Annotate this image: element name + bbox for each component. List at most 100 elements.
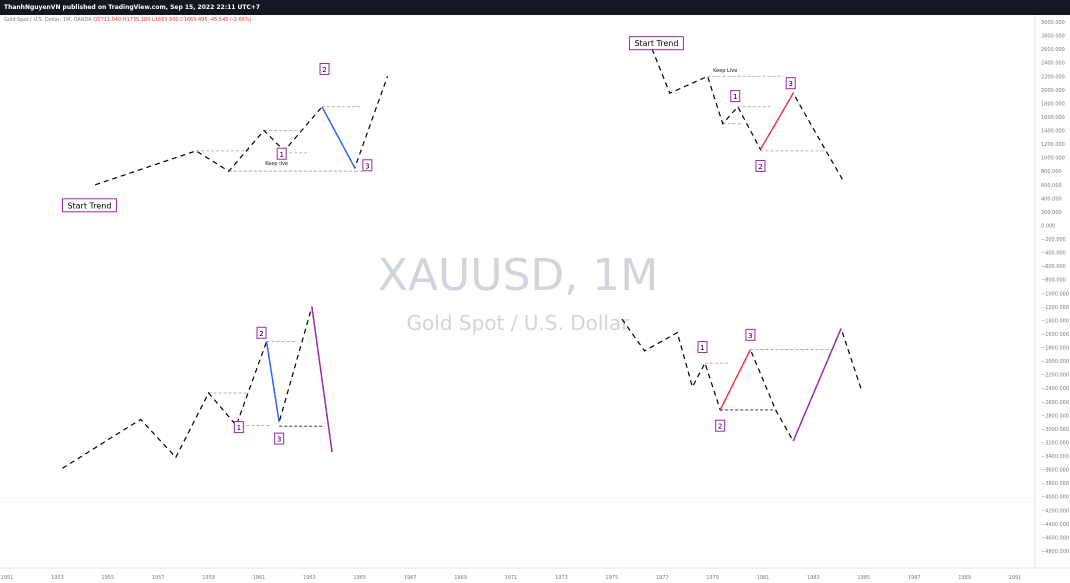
price-tick-label: −400.000 [1041,251,1066,257]
time-tick-label: 1985 [857,575,870,581]
price-tick-label: 1200.000 [1041,142,1065,148]
trend-path [95,76,389,186]
uptrend-bottom-left: 1 2 3 [62,306,333,469]
wave-label-number: 2 [718,423,722,431]
wave-label-box [697,341,708,354]
price-tick-label: 2000.000 [1041,88,1065,94]
price-tick-label: −2200.000 [1041,373,1069,379]
wave-label-number: 2 [758,163,762,171]
wave-label-number: 1 [733,93,737,101]
price-tick-label: 1000.000 [1041,156,1065,162]
price-tick-label: 3000.000 [1041,20,1065,26]
watermark: XAUUSD, 1M Gold Spot / U.S. Dollar [378,250,658,335]
published-line: ThanhNguyenVN published on TradingView.c… [4,4,261,11]
price-tick-label: −1600.000 [1041,332,1069,338]
price-tick-label: 2600.000 [1041,47,1065,53]
price-tick-label: −2800.000 [1041,413,1069,419]
price-tick-label: −2400.000 [1041,386,1069,392]
time-tick-label: 1989 [958,575,971,581]
highlight-leg [265,341,280,423]
symbol-line: Gold Spot / U.S. Dollar, 1M, OANDA [4,17,92,23]
price-tick-label: 1800.000 [1041,101,1065,107]
wave-label-number: 1 [279,151,283,159]
price-chart[interactable]: 3000.0002800.0002600.0002400.0002200.000… [0,15,1070,583]
highlight-leg [321,106,356,169]
price-tick-label: −1000.000 [1041,291,1069,297]
price-tick-label: −1800.000 [1041,346,1069,352]
price-tick-label: 2200.000 [1041,74,1065,80]
price-tick-label: −3400.000 [1041,454,1069,460]
wave-label-box [715,419,726,432]
downtrend-bottom-right: 1 2 3 [621,318,862,443]
time-tick-label: 1979 [706,575,719,581]
price-tick-label: −3200.000 [1041,440,1069,446]
price-tick-label: −1400.000 [1041,318,1069,324]
axes: 3000.0002800.0002600.0002400.0002200.000… [0,15,1070,581]
price-tick-label: −4800.000 [1041,549,1069,555]
price-tick-label: −3600.000 [1041,468,1069,474]
keep-live-label: Keep Live [713,68,737,74]
trend-path [651,48,845,182]
wave-label-number: 3 [277,436,281,444]
price-tick-label: −800.000 [1041,278,1066,284]
wave-label-box [755,159,766,172]
price-tick-label: −200.000 [1041,237,1066,243]
wave-label-number: 3 [788,80,792,88]
price-tick-label: −600.000 [1041,264,1066,270]
wave-label-number: 3 [748,332,752,340]
start-trend-label: Start Trend [67,201,111,210]
wave-label-number: 1 [237,424,241,432]
price-tick-label: 2800.000 [1041,34,1065,40]
highlight-leg [311,306,333,453]
time-tick-label: 1987 [908,575,921,581]
start-trend-label: Start Trend [634,39,678,48]
trend-path [62,306,333,469]
start-trend-box [628,36,684,51]
wave-label-box [256,326,267,339]
wave-label-box [319,62,330,75]
highlight-leg [719,349,752,411]
downtrend-top-right: Start Trend Keep Live 1 2 3 [628,36,845,182]
price-tick-label: −2600.000 [1041,400,1069,406]
drawings: Start Trend Keep live 1 2 3 Start Trend Keep L… [61,36,862,469]
time-tick-label: 1965 [353,575,366,581]
price-tick-label: 2400.000 [1041,61,1065,67]
price-tick-label: −4400.000 [1041,522,1069,528]
price-tick-label: 0.000 [1041,223,1055,229]
price-tick-label: −1200.000 [1041,305,1069,311]
time-tick-label: 1959 [202,575,215,581]
ohlc-values: O1711.040 H1735.180 L1663.600 C1665.495 … [93,17,252,23]
price-tick-label: −3000.000 [1041,427,1069,433]
time-tick-label: 1991 [1009,575,1022,581]
wave-label-number: 3 [365,162,369,170]
highlight-leg [759,92,794,150]
time-tick-label: 1975 [605,575,618,581]
start-trend-box [61,198,117,213]
price-tick-label: 1600.000 [1041,115,1065,121]
time-tick-label: 1955 [101,575,114,581]
highlight-leg [792,328,842,442]
time-tick-label: 1957 [152,575,165,581]
uptrend-top-left: Start Trend Keep live 1 2 3 [61,62,389,213]
time-tick-label: 1967 [404,575,417,581]
price-tick-label: −4000.000 [1041,495,1069,501]
price-tick-label: −4600.000 [1041,535,1069,541]
time-tick-label: 1961 [253,575,266,581]
wave-label-box [730,90,741,103]
wave-label-box [233,421,244,434]
price-tick-label: 400.000 [1041,196,1062,202]
wave-label-number: 1 [700,344,704,352]
wave-label-number: 2 [322,66,326,74]
time-tick-label: 1983 [807,575,820,581]
wave-label-box [274,432,285,445]
time-tick-label: 1977 [656,575,669,581]
price-tick-label: 800.000 [1041,169,1062,175]
symbol-legend: Gold Spot / U.S. Dollar, 1M, OANDA O1711… [4,17,252,23]
time-tick-label: 1953 [51,575,64,581]
watermark-description: Gold Spot / U.S. Dollar [407,311,631,335]
trend-path [621,318,862,443]
time-tick-label: 1971 [505,575,518,581]
price-tick-label: 600.000 [1041,183,1062,189]
wave-label-number: 2 [259,330,263,338]
wave-label-box [276,147,287,160]
